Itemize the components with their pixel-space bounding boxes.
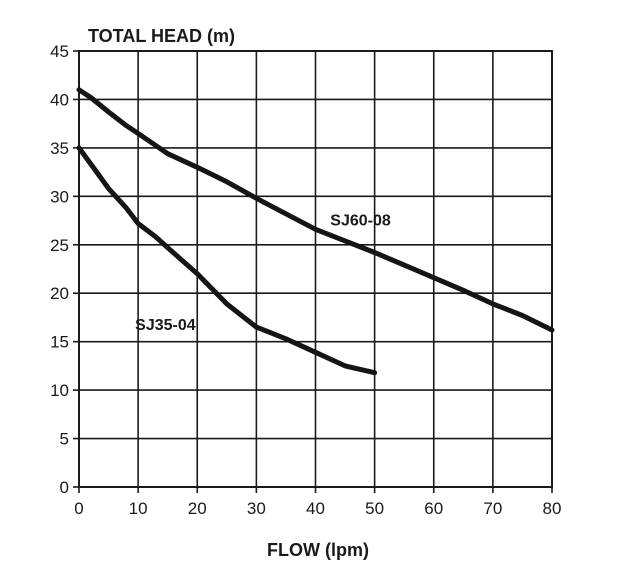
grid bbox=[78, 50, 553, 488]
x-tick-label-1: 10 bbox=[129, 499, 148, 518]
y-tick-label-1: 5 bbox=[60, 430, 69, 449]
series-label-sj35-04: SJ35-04 bbox=[135, 317, 196, 334]
series-line-sj60-08 bbox=[76, 87, 555, 333]
y-tick-label-8: 40 bbox=[50, 90, 69, 109]
y-tick-label-5: 25 bbox=[50, 236, 69, 255]
y-tick-label-7: 35 bbox=[50, 139, 69, 158]
x-tick-label-7: 70 bbox=[483, 499, 502, 518]
y-tick-label-9: 45 bbox=[50, 42, 69, 61]
x-axis-title: FLOW (lpm) bbox=[267, 540, 369, 560]
x-tick-label-2: 20 bbox=[188, 499, 207, 518]
x-tick-label-5: 50 bbox=[365, 499, 384, 518]
x-axis-ticks: 0 10 20 30 40 50 60 70 80 bbox=[74, 487, 561, 518]
y-tick-label-6: 30 bbox=[50, 187, 69, 206]
x-tick-label-3: 30 bbox=[247, 499, 266, 518]
x-tick-label-8: 80 bbox=[543, 499, 562, 518]
y-tick-label-2: 10 bbox=[50, 381, 69, 400]
y-axis-title: TOTAL HEAD (m) bbox=[88, 26, 235, 46]
series-labels: SJ60-08 SJ35-04 bbox=[135, 212, 391, 334]
x-tick-label-4: 40 bbox=[306, 499, 325, 518]
x-tick-label-6: 60 bbox=[424, 499, 443, 518]
y-tick-label-3: 15 bbox=[50, 333, 69, 352]
series-label-sj60-08: SJ60-08 bbox=[330, 212, 391, 229]
series-line-sj35-04 bbox=[76, 145, 378, 376]
series-lines bbox=[76, 87, 555, 376]
y-tick-label-0: 0 bbox=[60, 478, 69, 497]
y-tick-label-4: 20 bbox=[50, 284, 69, 303]
y-axis-ticks: 0 5 10 15 20 25 30 35 40 45 bbox=[50, 42, 79, 497]
x-tick-label-0: 0 bbox=[74, 499, 83, 518]
